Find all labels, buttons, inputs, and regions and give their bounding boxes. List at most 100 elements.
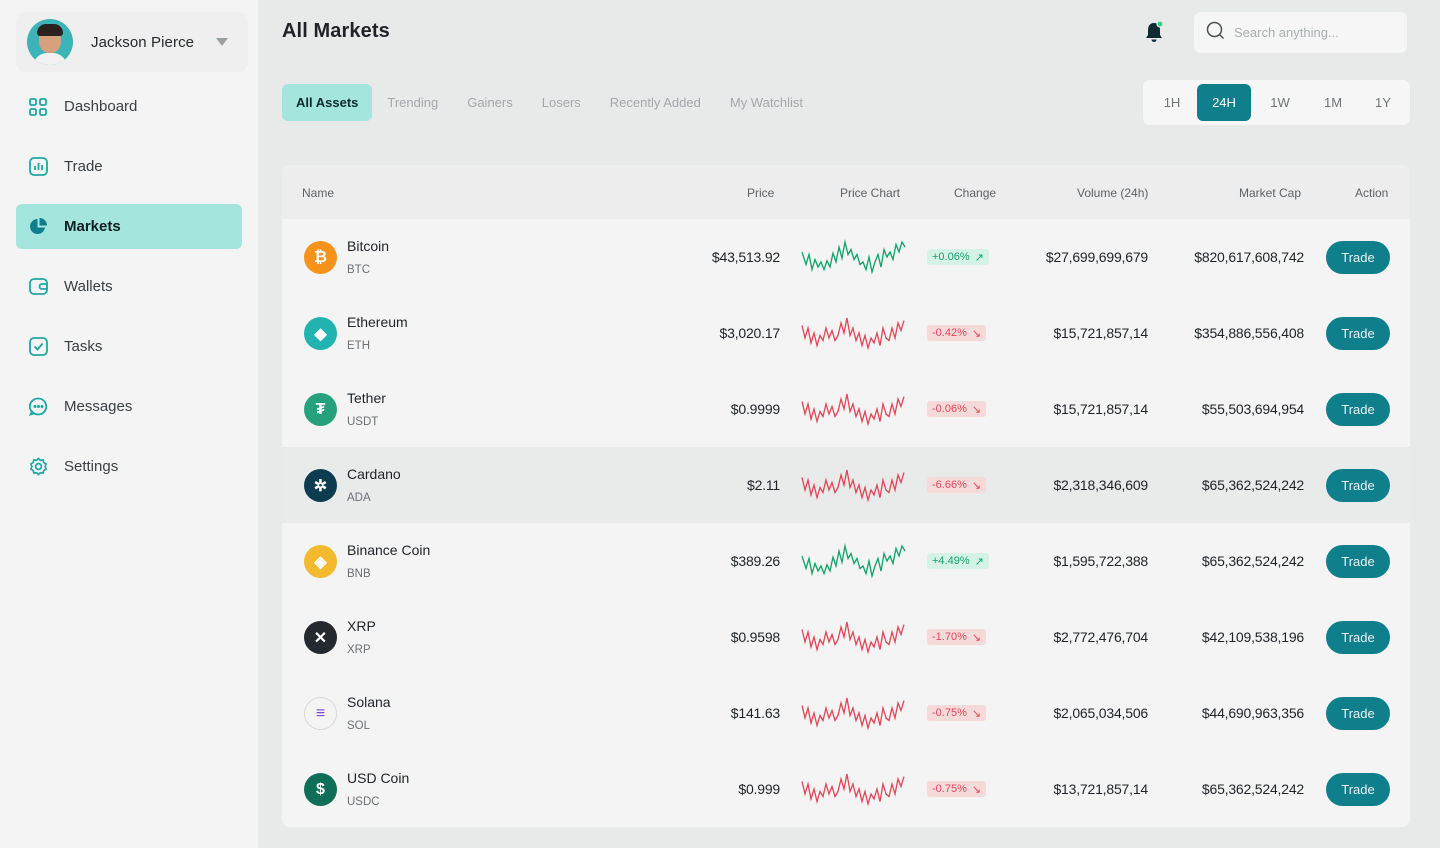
coin-market-cap: $354,886,556,408 bbox=[1194, 325, 1304, 341]
table-row[interactable]: ◈ Binance Coin BNB $389.26 +4.49% ↗ $1,595,722… bbox=[282, 523, 1410, 599]
table-row[interactable]: ◆ Ethereum ETH $3,020.17 -0.42% ↘ $15,721,857,… bbox=[282, 295, 1410, 371]
coin-market-cap: $55,503,694,954 bbox=[1201, 401, 1304, 417]
coin-market-cap: $42,109,538,196 bbox=[1201, 629, 1304, 645]
avatar bbox=[27, 19, 73, 65]
profile-card[interactable]: Jackson Pierce bbox=[16, 12, 248, 72]
trade-button[interactable]: Trade bbox=[1326, 241, 1390, 274]
trade-button[interactable]: Trade bbox=[1326, 393, 1390, 426]
change-badge: +0.06% ↗ bbox=[927, 249, 989, 265]
price-sparkline bbox=[801, 469, 905, 503]
coin-symbol: XRP bbox=[347, 644, 371, 656]
tab-losers[interactable]: Losers bbox=[541, 95, 581, 110]
table-row[interactable]: ₿ Bitcoin BTC $43,513.92 +0.06% ↗ $27,699,699,… bbox=[282, 219, 1410, 295]
change-value: +0.06% bbox=[932, 251, 970, 263]
coin-volume: $15,721,857,14 bbox=[1053, 401, 1148, 417]
sidebar-item-dashboard[interactable]: Dashboard bbox=[16, 84, 242, 129]
coin-price: $43,513.92 bbox=[711, 249, 780, 265]
coin-icon: ✕ bbox=[304, 621, 337, 654]
price-sparkline bbox=[801, 621, 905, 655]
coin-market-cap: $44,690,963,356 bbox=[1201, 705, 1304, 721]
column-header-market-cap[interactable]: Market Cap bbox=[1239, 186, 1302, 200]
trade-button[interactable]: Trade bbox=[1326, 469, 1390, 502]
table-row[interactable]: $ USD Coin USDC $0.999 -0.75% ↘ $13,721,857,14… bbox=[282, 751, 1410, 827]
column-header-volume[interactable]: Volume (24h) bbox=[1077, 186, 1149, 200]
sidebar-item-wallets[interactable]: Wallets bbox=[16, 264, 242, 309]
table-row[interactable]: ✕ XRP XRP $0.9598 -1.70% ↘ $2,772,476,704 $42,1… bbox=[282, 599, 1410, 675]
bell-icon[interactable] bbox=[1141, 19, 1167, 45]
trade-button[interactable]: Trade bbox=[1326, 621, 1390, 654]
arrow-down-right-icon: ↘ bbox=[971, 707, 982, 720]
coin-symbol: USDC bbox=[347, 796, 380, 808]
tab-trending[interactable]: Trending bbox=[387, 95, 439, 110]
markets-table: Name Price Price Chart Change Volume (24… bbox=[282, 165, 1410, 827]
trade-button[interactable]: Trade bbox=[1326, 773, 1390, 806]
sidebar-item-messages[interactable]: Messages bbox=[16, 384, 242, 429]
chevron-down-icon[interactable] bbox=[216, 38, 228, 46]
range-24h-button[interactable]: 24H bbox=[1197, 84, 1251, 121]
coin-icon: ◆ bbox=[304, 317, 337, 350]
range-1w-button[interactable]: 1W bbox=[1270, 95, 1290, 110]
grid-icon bbox=[28, 97, 48, 117]
coin-icon: $ bbox=[304, 773, 337, 806]
coin-symbol: USDT bbox=[347, 416, 379, 428]
tab-gainers[interactable]: Gainers bbox=[467, 95, 513, 110]
change-badge: -1.70% ↘ bbox=[927, 629, 987, 645]
search-bar[interactable] bbox=[1194, 12, 1407, 53]
coin-market-cap: $65,362,524,242 bbox=[1201, 781, 1304, 797]
coin-price: $0.999 bbox=[738, 781, 780, 797]
table-header: Name Price Price Chart Change Volume (24… bbox=[282, 165, 1410, 219]
arrow-down-right-icon: ↘ bbox=[971, 631, 982, 644]
trade-button[interactable]: Trade bbox=[1326, 545, 1390, 578]
coin-name[interactable]: Bitcoin bbox=[347, 238, 390, 254]
gear-icon bbox=[28, 457, 48, 477]
coin-price: $141.63 bbox=[730, 705, 780, 721]
column-header-price[interactable]: Price bbox=[747, 186, 775, 200]
coin-volume: $2,772,476,704 bbox=[1053, 629, 1148, 645]
table-row[interactable]: ≡ Solana SOL $141.63 -0.75% ↘ $2,065,034,506 $4… bbox=[282, 675, 1410, 751]
search-input[interactable] bbox=[1234, 25, 1394, 40]
sidebar-item-trade[interactable]: Trade bbox=[16, 144, 242, 189]
tab-my-watchlist[interactable]: My Watchlist bbox=[729, 95, 804, 110]
coin-price: $2.11 bbox=[747, 477, 780, 493]
sidebar-item-markets[interactable]: Markets bbox=[16, 204, 242, 249]
coin-name[interactable]: USD Coin bbox=[347, 770, 410, 786]
coin-name[interactable]: Binance Coin bbox=[347, 542, 431, 558]
price-sparkline bbox=[801, 773, 905, 807]
coin-name[interactable]: Ethereum bbox=[347, 314, 408, 330]
coin-symbol: BNB bbox=[347, 568, 371, 580]
coin-symbol: ETH bbox=[347, 340, 370, 352]
change-value: -0.75% bbox=[932, 707, 967, 719]
coin-name[interactable]: Tether bbox=[347, 390, 386, 406]
sidebar-item-settings[interactable]: Settings bbox=[16, 444, 242, 489]
coin-name[interactable]: XRP bbox=[347, 618, 376, 634]
change-badge: -6.66% ↘ bbox=[927, 477, 987, 493]
coin-symbol: BTC bbox=[347, 264, 370, 276]
trade-button[interactable]: Trade bbox=[1326, 697, 1390, 730]
sidebar-item-label: Tasks bbox=[64, 338, 103, 355]
change-badge: -0.42% ↘ bbox=[927, 325, 987, 341]
tab-recently-added[interactable]: Recently Added bbox=[609, 95, 701, 110]
trade-button[interactable]: Trade bbox=[1326, 317, 1390, 350]
column-header-change[interactable]: Change bbox=[954, 186, 997, 200]
change-value: -0.06% bbox=[932, 403, 967, 415]
range-1y-button[interactable]: 1Y bbox=[1375, 95, 1391, 110]
coin-price: $3,020.17 bbox=[719, 325, 781, 341]
column-header-price-chart: Price Chart bbox=[840, 186, 901, 200]
search-icon bbox=[1206, 21, 1225, 45]
tab-all-assets[interactable]: All Assets bbox=[282, 84, 373, 121]
coin-name[interactable]: Solana bbox=[347, 694, 391, 710]
sidebar-item-tasks[interactable]: Tasks bbox=[16, 324, 242, 369]
column-header-name[interactable]: Name bbox=[302, 186, 335, 200]
wallet-icon bbox=[28, 277, 48, 297]
coin-name[interactable]: Cardano bbox=[347, 466, 401, 482]
change-value: +4.49% bbox=[932, 555, 970, 567]
arrow-up-right-icon: ↗ bbox=[974, 555, 984, 568]
table-row[interactable]: ₮ Tether USDT $0.9999 -0.06% ↘ $15,721,857,14 $… bbox=[282, 371, 1410, 447]
change-value: -6.66% bbox=[932, 479, 967, 491]
price-sparkline bbox=[801, 542, 906, 579]
change-badge: -0.75% ↘ bbox=[927, 781, 987, 797]
range-1m-button[interactable]: 1M bbox=[1323, 95, 1343, 110]
range-1h-button[interactable]: 1H bbox=[1163, 95, 1181, 110]
sidebar: Jackson Pierce Dashboard Trade Markets bbox=[0, 0, 258, 848]
table-row[interactable]: ✲ Cardano ADA $2.11 -6.66% ↘ $2,318,346,609 $65… bbox=[282, 447, 1410, 523]
